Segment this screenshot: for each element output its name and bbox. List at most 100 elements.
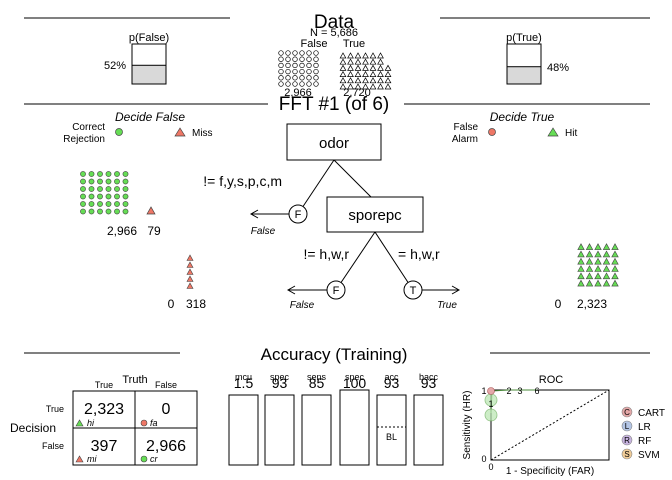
node2-hit-icons (577, 243, 619, 287)
correct-rejection-icon (115, 128, 123, 136)
hit-icon (602, 243, 611, 250)
roc-legend-marker (621, 448, 633, 460)
hit-icon (577, 250, 585, 258)
true-case-icon (384, 83, 392, 90)
true-case-icon (354, 58, 362, 65)
hit-icon (547, 127, 559, 137)
node2-left-exit-letter: F (333, 285, 340, 297)
true-case-icon (339, 52, 347, 59)
hit-icon (611, 272, 619, 280)
level-bar-value: 93 (384, 375, 400, 391)
mi-value: 397 (91, 438, 118, 455)
true-case-icon (347, 64, 354, 71)
correct-rejection-icon (140, 455, 148, 463)
hit-icon (594, 279, 602, 287)
true-case-icon (384, 70, 392, 77)
arrow-head-icon (249, 209, 259, 219)
false-cases-icons (278, 50, 319, 87)
data-title: Data (314, 12, 355, 33)
decision-true-label: True (46, 404, 64, 414)
true-case-icon (354, 64, 362, 71)
correct-rejection-icon (97, 208, 103, 215)
true-case-icon (362, 83, 369, 90)
correct-rejection-icon (88, 193, 95, 200)
hit-icon (585, 265, 594, 272)
decision-false-label: False (42, 441, 64, 451)
correct-rejection-icon (105, 186, 112, 192)
node2-cr-count: 0 (168, 297, 175, 311)
true-case-icon (384, 64, 392, 71)
p-true-label: p(True) (506, 32, 542, 44)
roc-legend: C CART L LR R RF S SVM (621, 406, 665, 461)
correct-rejection-icon (88, 178, 95, 185)
true-case-icon (347, 52, 354, 59)
false-case-icon (292, 75, 298, 81)
false-case-icon (313, 75, 319, 81)
node1-exit-label: False (251, 226, 276, 237)
true-case-icon (384, 77, 392, 84)
node1-correct-rejection-icons (80, 171, 129, 215)
correct-rejection-icon (114, 171, 120, 177)
p-true-fill (506, 66, 542, 85)
true-case-icon (339, 64, 347, 71)
true-case-icon (354, 52, 362, 59)
hit-icon (585, 279, 594, 287)
false-case-icon (306, 62, 312, 69)
true-case-icon (369, 83, 377, 90)
true-case-icon (377, 83, 384, 90)
false-case-icon (313, 50, 319, 56)
true-case-icon (369, 58, 377, 65)
roc-fft-points: 1 2 3 6 (488, 386, 539, 409)
node2-left-branch-label: != h,w,r (303, 246, 349, 262)
miss-icon (186, 268, 194, 275)
true-case-icon (377, 64, 384, 71)
false-count: 2,966 (284, 87, 312, 99)
p-false-value: 52% (104, 60, 126, 72)
hit-icon (611, 257, 619, 265)
level-bar-value: 100 (343, 375, 367, 391)
roc-xlabel: 1 - Specificity (FAR) (506, 466, 594, 477)
roc-point-label: 1 (488, 399, 493, 409)
decision-label: Decision (10, 421, 56, 435)
false-case-icon (306, 81, 312, 87)
arrow-head-icon (451, 285, 461, 295)
roc-legend-letter: S (624, 450, 629, 459)
false-case-icon (285, 62, 291, 69)
correct-rejection-icon (88, 171, 95, 177)
false-case-icon (285, 68, 291, 75)
hit-label: Hit (565, 128, 577, 139)
correct-rejection-icon (80, 178, 86, 185)
node2-right-exit-circle (403, 280, 423, 300)
fa-value: 0 (162, 401, 171, 418)
false-case-icon (292, 62, 298, 69)
correct-rejection-icon (105, 178, 112, 185)
correct-rejection-icon (122, 193, 129, 200)
hit-icon (611, 265, 619, 272)
roc-legend-name: CART (638, 408, 665, 419)
hit-icon (602, 250, 611, 258)
true-case-icon (347, 70, 354, 77)
level-bar-bacc (413, 394, 444, 466)
mi-label: mi (87, 454, 97, 464)
false-label: False (301, 38, 328, 50)
true-case-icon (339, 83, 347, 90)
false-case-icon (292, 50, 298, 56)
false-case-icon (313, 56, 319, 62)
correct-rejection-icon (122, 208, 129, 215)
node1-left-branch (297, 159, 335, 215)
true-case-icon (339, 70, 347, 77)
correct-rejection-icon (97, 178, 103, 185)
true-case-icon (377, 58, 384, 65)
false-case-icon (292, 81, 298, 87)
miss-icon (186, 275, 194, 282)
decide-true-label: Decide True (490, 110, 555, 124)
hit-icon (75, 419, 84, 427)
miss-icon (186, 282, 194, 289)
level-bar-sens (301, 394, 332, 466)
roc-y-tick-1: 1 (481, 386, 486, 396)
roc-legend-name: LR (638, 422, 651, 433)
false-case-icon (299, 56, 305, 62)
truth-true-label: True (95, 380, 113, 390)
hit-icon (577, 257, 585, 265)
